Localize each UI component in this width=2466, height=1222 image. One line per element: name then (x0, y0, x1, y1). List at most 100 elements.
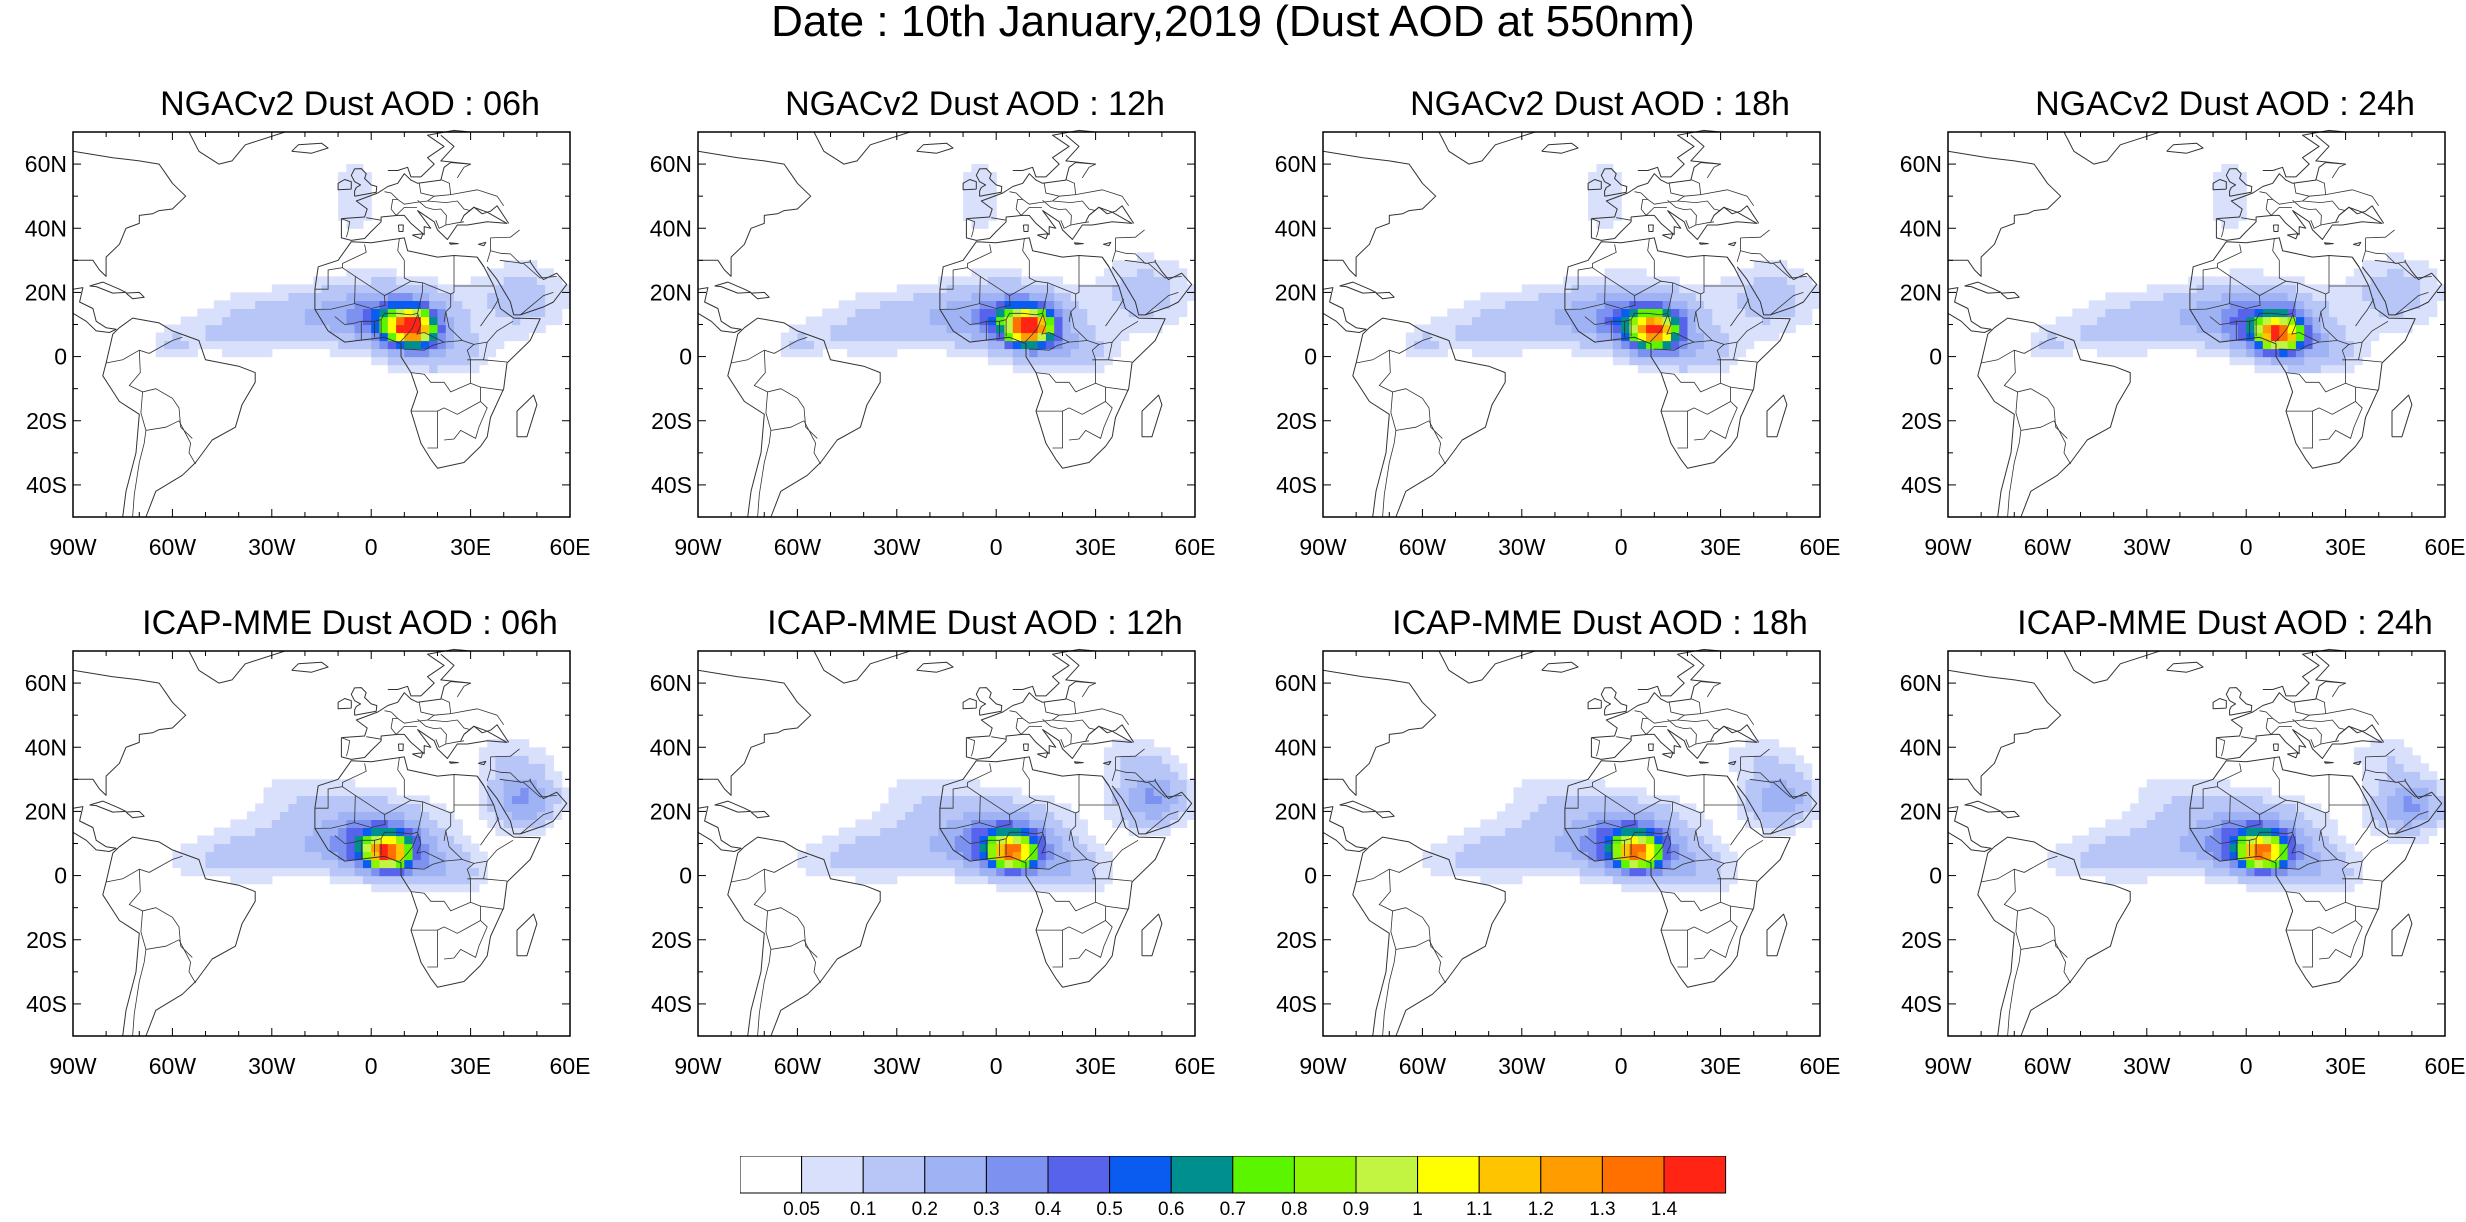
lat-tick-label: 40S (651, 472, 692, 498)
lon-tick-label: 60E (1175, 1053, 1216, 1079)
lat-tick-label: 40S (1901, 472, 1942, 498)
colorbar-swatch (740, 1156, 803, 1194)
colorbar-swatch (862, 1156, 926, 1194)
lon-tick-label: 0 (365, 534, 378, 560)
lon-tick-label: 60W (149, 1053, 197, 1079)
map-axes: 90W 60W 30W 0 30E 60E 60N 40N 20N 0 20S 40S (1900, 650, 2465, 1079)
dust-aod-field (2047, 739, 2446, 893)
lon-tick-label: 60W (2024, 534, 2072, 560)
lon-tick-label: 60E (1800, 1053, 1841, 1079)
lon-tick-label: 90W (1299, 1053, 1347, 1079)
dust-aod-field (155, 164, 571, 374)
lon-tick-label: 0 (990, 534, 1003, 560)
lat-tick-label: 20N (25, 798, 67, 824)
coastlines (1322, 129, 1818, 518)
lat-tick-label: 0 (679, 344, 692, 370)
dust-aod-map: 90W 60W 30W 0 30E 60E 60N 40N 20N 0 20S 40S (25, 648, 590, 1079)
map-panel: ICAP-MME Dust AOD : 06h 90W 60W 30W 0 30E 60E… (25, 605, 660, 1135)
lat-tick-label: 20N (1275, 798, 1317, 824)
lon-tick-label: 60E (1800, 534, 1841, 560)
country-borders (106, 163, 557, 518)
map-panel: ICAP-MME Dust AOD : 24h 90W 60W 30W 0 30E 60E… (1900, 605, 2466, 1135)
colorbar-label: 0.1 (850, 1199, 876, 1218)
dust-aod-field (780, 164, 1196, 374)
map-axes: 90W 60W 30W 0 30E 60E 60N 40N 20N 0 20S 40S (1275, 131, 1841, 560)
lon-tick-label: 30E (2325, 534, 2366, 560)
lat-tick-label: 20S (1901, 408, 1942, 434)
colorbar-label: 0.6 (1158, 1199, 1184, 1218)
panel-title: NGACv2 Dust AOD : 24h (2035, 85, 2415, 123)
lon-tick-label: 90W (1299, 534, 1347, 560)
lon-tick-label: 30W (248, 534, 296, 560)
lat-tick-label: 20N (1900, 798, 1942, 824)
lon-tick-label: 30W (1498, 1053, 1546, 1079)
lat-tick-label: 40N (1275, 734, 1317, 760)
lat-tick-label: 60N (1275, 670, 1317, 696)
colorbar-label: 1.2 (1528, 1199, 1554, 1218)
colorbar-swatch (1170, 1156, 1234, 1194)
coastlines (1322, 648, 1818, 1037)
lon-tick-label: 30E (1075, 1053, 1116, 1079)
lat-tick-label: 60N (1900, 151, 1942, 177)
panel-title: NGACv2 Dust AOD : 06h (160, 85, 540, 123)
country-borders (1356, 682, 1807, 1037)
lon-tick-label: 30E (450, 534, 491, 560)
lat-tick-label: 0 (679, 863, 692, 889)
lat-tick-label: 60N (1900, 670, 1942, 696)
lon-tick-label: 30W (1498, 534, 1546, 560)
lon-tick-label: 90W (1924, 1053, 1972, 1079)
colorbar-label: 0.4 (1035, 1199, 1062, 1218)
lat-tick-label: 20N (650, 798, 692, 824)
lat-tick-label: 20N (25, 279, 67, 305)
map-axes: 90W 60W 30W 0 30E 60E 60N 40N 20N 0 20S 40S (25, 131, 591, 560)
lon-tick-label: 30W (873, 1053, 921, 1079)
map-axes: 90W 60W 30W 0 30E 60E 60N 40N 20N 0 20S 40S (650, 650, 1216, 1079)
map-axes: 90W 60W 30W 0 30E 60E 60N 40N 20N 0 20S 40S (1900, 131, 2466, 560)
lon-tick-label: 60W (2024, 1053, 2072, 1079)
lat-tick-label: 0 (1304, 863, 1317, 889)
map-axes: 90W 60W 30W 0 30E 60E 60N 40N 20N 0 20S 40S (25, 650, 590, 1079)
lat-tick-label: 20S (1276, 408, 1317, 434)
dust-aod-map: 90W 60W 30W 0 30E 60E 60N 40N 20N 0 20S 40S (1275, 129, 1840, 560)
colorbar-label: 0.05 (783, 1199, 820, 1218)
lon-tick-label: 30W (248, 1053, 296, 1079)
lon-tick-label: 30E (1700, 534, 1741, 560)
lat-tick-label: 60N (25, 670, 67, 696)
map-panel: NGACv2 Dust AOD : 18h 90W 60W 30W 0 30E 60E 60… (1275, 86, 1910, 616)
coastlines (1947, 129, 2443, 518)
lat-tick-label: 60N (650, 670, 692, 696)
colorbar-label: 0.8 (1281, 1199, 1307, 1218)
colorbar-swatch (924, 1156, 987, 1194)
lat-tick-label: 20N (1900, 279, 1942, 305)
lat-tick-label: 40S (1276, 472, 1317, 498)
colorbar-label: 0.2 (912, 1199, 938, 1218)
map-panel: NGACv2 Dust AOD : 24h 90W 60W 30W 0 30E 60E 60… (1900, 85, 2466, 616)
figure-title: Date : 10th January,2019 (Dust AOD at 55… (771, 0, 1695, 46)
country-borders (1981, 682, 2432, 1037)
lon-tick-label: 90W (674, 1053, 722, 1079)
lon-tick-label: 60W (149, 534, 197, 560)
lon-tick-label: 60E (2425, 534, 2466, 560)
lat-tick-label: 0 (54, 344, 67, 370)
colorbar-swatch (1478, 1156, 1542, 1194)
lon-tick-label: 0 (1615, 534, 1628, 560)
map-axes: 90W 60W 30W 0 30E 60E 60N 40N 20N 0 20S 40S (1275, 650, 1841, 1079)
colorbar-swatch (985, 1156, 1049, 1194)
lon-tick-label: 30W (2123, 1053, 2171, 1079)
colorbar-label: 1.3 (1589, 1199, 1615, 1218)
colorbar-swatch (1663, 1156, 1727, 1194)
lat-tick-label: 0 (1929, 863, 1942, 889)
lon-tick-label: 60W (774, 534, 822, 560)
lon-tick-label: 0 (1615, 1053, 1628, 1079)
lat-tick-label: 40N (1900, 215, 1942, 241)
dust-aod-map: 90W 60W 30W 0 30E 60E 60N 40N 20N 0 20S 40S (650, 648, 1215, 1079)
lat-tick-label: 20S (26, 408, 67, 434)
lon-tick-label: 0 (2240, 1053, 2253, 1079)
lat-tick-label: 40S (651, 991, 692, 1017)
dust-aod-map: 90W 60W 30W 0 30E 60E 60N 40N 20N 0 20S 40S (1275, 648, 1840, 1079)
colorbar-swatch (801, 1156, 864, 1194)
dust-aod-field (1422, 739, 1821, 893)
lon-tick-label: 60E (550, 534, 591, 560)
colorbar-label: 0.7 (1220, 1199, 1246, 1218)
panel-title: ICAP-MME Dust AOD : 18h (1392, 604, 1808, 642)
